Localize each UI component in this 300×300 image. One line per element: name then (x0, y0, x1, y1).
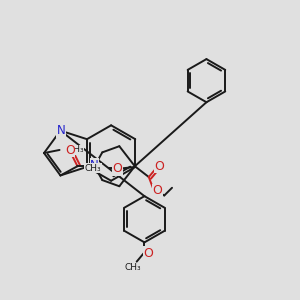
Text: CH₃: CH₃ (124, 263, 141, 272)
Text: CH₃: CH₃ (85, 164, 101, 173)
Text: O: O (155, 160, 165, 173)
Text: N: N (90, 159, 99, 172)
Text: O: O (152, 184, 162, 197)
Text: N: N (57, 124, 66, 137)
Text: O: O (143, 247, 153, 260)
Text: O: O (65, 144, 75, 157)
Text: O: O (112, 162, 122, 175)
Text: CH₃: CH₃ (67, 146, 84, 154)
